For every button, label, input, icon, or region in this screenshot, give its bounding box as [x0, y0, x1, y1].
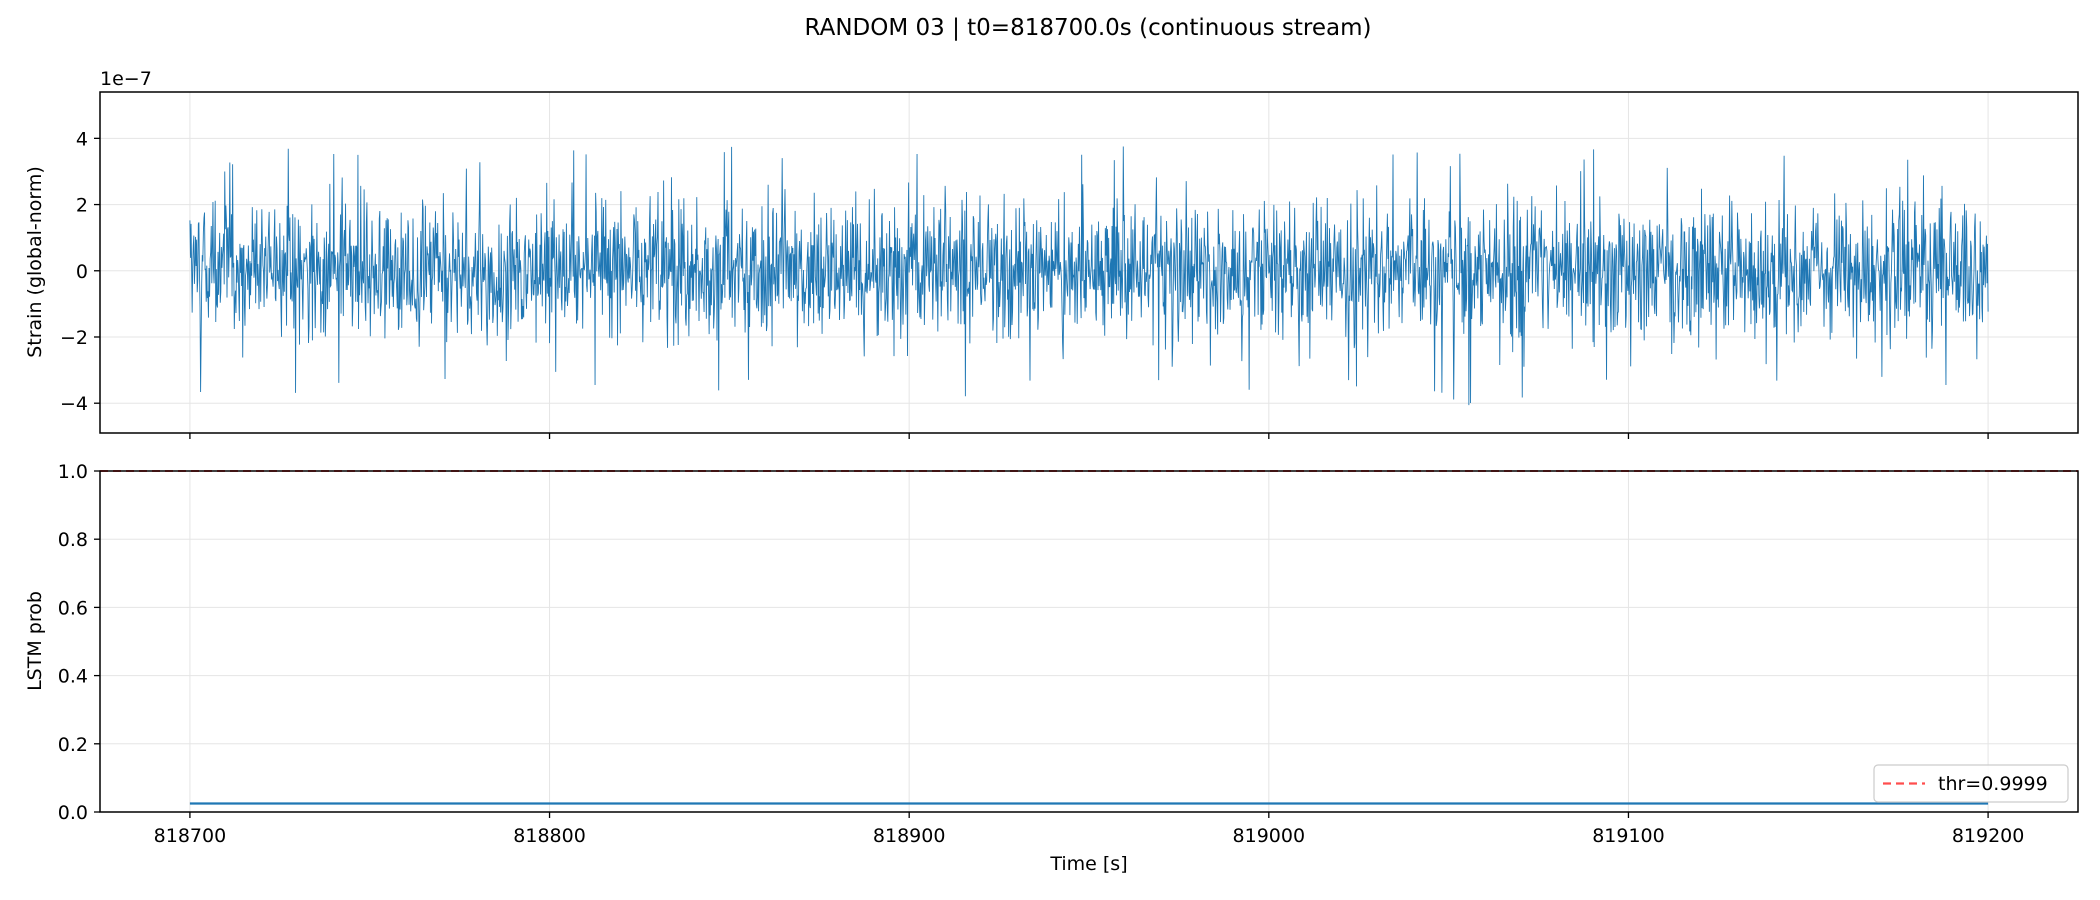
lstm-axes-frame	[99, 470, 2079, 813]
lstm-y-tick-label: 0.2	[58, 734, 88, 756]
lstm-y-tick-label: 1.0	[58, 461, 88, 483]
strain-y-tick-label: 4	[76, 128, 88, 150]
lstm-y-axis-label: LSTM prob	[24, 591, 46, 691]
strain-y-tick-label: −2	[60, 327, 88, 349]
time-x-axis-label: Time [s]	[1049, 853, 1127, 875]
strain-offset-label: 1e−7	[100, 68, 152, 90]
strain-y-tick-label: −4	[60, 393, 88, 415]
legend: thr=0.9999	[1873, 764, 2069, 803]
strain-y-tick-label: 0	[76, 261, 88, 283]
x-tick-label: 818700	[154, 825, 227, 847]
lstm-panel: 818700 818800 818900 819000 819100 819200 0.0 0…	[24, 461, 2079, 875]
x-tick-label: 819100	[1592, 825, 1665, 847]
strain-ticks: 4 2 0 −2 −4	[60, 128, 1989, 439]
lstm-y-tick-label: 0.4	[58, 666, 88, 688]
figure-title: RANDOM 03 | t0=818700.0s (continuous str…	[805, 15, 1372, 41]
x-tick-label: 819000	[1233, 825, 1306, 847]
strain-panel: 4 2 0 −2 −4 1e−7 Strain (global-norm)	[24, 68, 2079, 439]
strain-y-axis-label: Strain (global-norm)	[24, 166, 46, 358]
strain-series-line	[189, 146, 1989, 406]
lstm-y-tick-label: 0.6	[58, 597, 88, 619]
x-tick-label: 818800	[513, 825, 586, 847]
legend-box	[1873, 764, 2069, 803]
x-tick-label: 819200	[1952, 825, 2025, 847]
strain-axes-frame	[99, 91, 2079, 434]
legend-threshold-label: thr=0.9999	[1938, 773, 2048, 795]
lstm-y-tick-label: 0.8	[58, 529, 88, 551]
strain-y-tick-label: 2	[76, 195, 88, 217]
strain-signal-path	[189, 146, 1989, 406]
x-tick-label: 818900	[873, 825, 946, 847]
lstm-ticks: 818700 818800 818900 819000 819100 819200 0.0 0…	[58, 461, 2025, 847]
lstm-y-tick-label: 0.0	[58, 802, 88, 824]
